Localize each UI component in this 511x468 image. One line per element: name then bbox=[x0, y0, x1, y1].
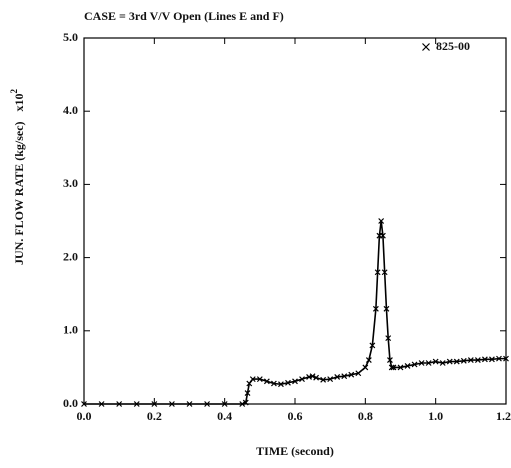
marker bbox=[242, 399, 249, 406]
marker bbox=[397, 364, 404, 371]
chart-title: CASE = 3rd V/V Open (Lines E and F) bbox=[84, 9, 284, 23]
marker bbox=[365, 357, 372, 364]
marker bbox=[503, 355, 509, 362]
marker bbox=[309, 373, 316, 380]
y-multiplier-exponent: 2 bbox=[9, 88, 19, 93]
marker bbox=[481, 356, 488, 363]
marker bbox=[372, 305, 379, 312]
marker bbox=[453, 358, 460, 365]
marker bbox=[422, 43, 430, 51]
y-tick-label: 2.0 bbox=[63, 249, 78, 263]
marker bbox=[186, 401, 193, 407]
marker bbox=[446, 358, 453, 365]
x-tick-label: 1.2 bbox=[496, 409, 511, 423]
marker bbox=[496, 355, 502, 362]
x-tick-label: 0.0 bbox=[77, 409, 92, 423]
y-tick-label: 5.0 bbox=[63, 30, 78, 44]
marker bbox=[381, 269, 388, 276]
marker bbox=[239, 401, 246, 407]
y-multiplier: x10 bbox=[12, 93, 26, 111]
marker bbox=[425, 360, 432, 366]
marker bbox=[327, 376, 334, 383]
y-tick-label: 4.0 bbox=[63, 103, 78, 117]
marker bbox=[374, 269, 381, 276]
marker bbox=[81, 401, 87, 407]
marker bbox=[116, 401, 123, 407]
marker bbox=[278, 381, 284, 388]
marker bbox=[387, 357, 393, 364]
marker bbox=[151, 401, 158, 407]
marker bbox=[388, 364, 395, 371]
marker bbox=[320, 376, 327, 383]
x-tick-label: 1.0 bbox=[428, 409, 443, 423]
marker bbox=[379, 232, 386, 239]
x-tick-label: 0.4 bbox=[217, 409, 232, 423]
marker bbox=[348, 371, 355, 378]
marker bbox=[460, 357, 467, 364]
y-axis-label: JUN. FLOW RATE (kg/sec) x102 bbox=[9, 88, 26, 265]
x-tick-label: 0.2 bbox=[147, 409, 162, 423]
data-line bbox=[84, 220, 506, 405]
marker bbox=[285, 379, 291, 386]
marker bbox=[362, 364, 369, 371]
y-tick-label: 0.0 bbox=[63, 396, 78, 410]
marker bbox=[313, 374, 320, 381]
marker bbox=[334, 373, 341, 380]
marker bbox=[168, 401, 175, 407]
marker bbox=[355, 370, 362, 377]
marker bbox=[98, 401, 105, 407]
marker bbox=[263, 378, 270, 385]
marker bbox=[249, 376, 256, 383]
marker bbox=[133, 401, 140, 407]
marker bbox=[404, 363, 411, 369]
legend-label: 825-00 bbox=[436, 39, 470, 53]
marker bbox=[246, 380, 253, 387]
x-tick-label: 0.8 bbox=[358, 409, 373, 423]
marker bbox=[432, 358, 439, 365]
y-tick-label: 3.0 bbox=[63, 176, 78, 190]
marker bbox=[418, 360, 425, 366]
x-tick-label: 0.6 bbox=[288, 409, 303, 423]
marker bbox=[299, 376, 305, 383]
marker bbox=[383, 305, 390, 312]
plot-frame bbox=[83, 37, 507, 405]
marker bbox=[385, 335, 392, 342]
y-axis-title: JUN. FLOW RATE (kg/sec) bbox=[12, 121, 26, 265]
marker bbox=[270, 380, 277, 387]
marker bbox=[378, 218, 385, 224]
marker bbox=[439, 360, 446, 366]
y-tick-label: 1.0 bbox=[63, 323, 78, 337]
marker bbox=[256, 376, 263, 383]
legend-entry: 825-00 bbox=[422, 39, 470, 53]
marker bbox=[369, 342, 376, 349]
marker bbox=[489, 356, 495, 363]
marker bbox=[390, 364, 397, 371]
marker bbox=[411, 361, 418, 368]
marker bbox=[292, 378, 298, 385]
marker bbox=[204, 401, 211, 407]
marker bbox=[244, 390, 251, 396]
marker bbox=[341, 373, 348, 380]
marker bbox=[221, 401, 228, 407]
marker bbox=[467, 357, 474, 364]
x-axis-label: TIME (second) bbox=[256, 444, 334, 458]
marker bbox=[474, 357, 481, 364]
